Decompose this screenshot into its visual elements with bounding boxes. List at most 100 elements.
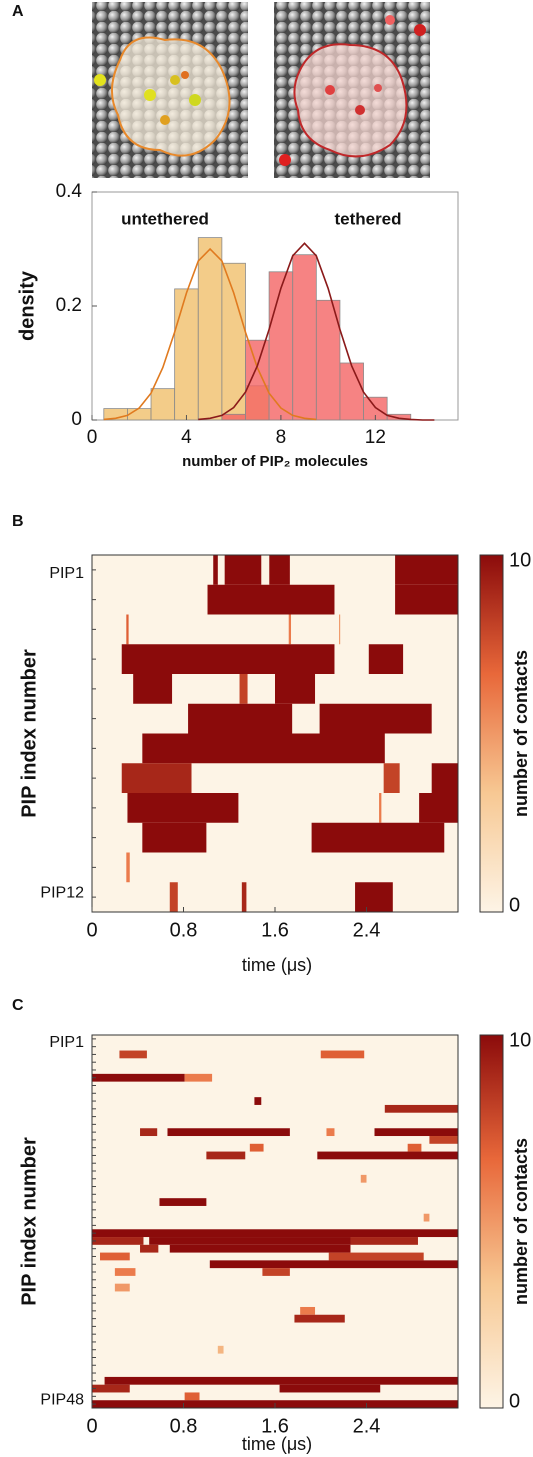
series-label: untethered: [121, 209, 209, 228]
heatmap-cell: [142, 733, 385, 764]
heatmap-cell: [328, 1252, 424, 1261]
heatmap-cell: [184, 1392, 200, 1401]
heatmap-cell: [207, 584, 335, 615]
x-tick-label: 0.8: [170, 1415, 198, 1437]
heatmap-cell: [140, 1244, 159, 1253]
heatmap-cell: [419, 793, 458, 823]
heatmap-cell: [92, 1229, 458, 1238]
y-tick-label: 0: [71, 409, 82, 430]
histogram-bar: [150, 388, 176, 421]
heatmap-cell: [100, 1252, 130, 1261]
y-tick-label: PIP12: [40, 884, 84, 901]
y-tick-label: PIP1: [49, 1034, 84, 1051]
heatmap-cell: [275, 674, 316, 704]
colorbar-tick-label: 10: [509, 549, 531, 571]
snapshot-tethered: [274, 2, 430, 178]
y-tick-label: PIP48: [40, 1391, 84, 1408]
heatmap-cell: [169, 1244, 351, 1253]
heatmap-cell: [339, 614, 341, 645]
heatmap-cell: [92, 1237, 144, 1245]
y-axis-label: PIP index number: [18, 1137, 40, 1306]
heatmap-cell: [300, 1306, 316, 1315]
heatmap-cell: [121, 763, 192, 793]
x-tick-label: 1.6: [261, 919, 289, 941]
x-tick-label: 1.6: [261, 1415, 289, 1437]
colorbar-tick-label: 0: [509, 894, 520, 916]
heatmap-cell: [288, 614, 292, 645]
heatmap-cell: [249, 1143, 264, 1152]
series-label: tethered: [334, 209, 401, 228]
heatmap-cell: [121, 644, 335, 674]
fit-curve: [103, 247, 317, 421]
heatmap-cell: [311, 822, 445, 853]
x-tick-label: 0: [86, 1415, 97, 1437]
heatmap-cell: [149, 1237, 351, 1245]
x-tick-label: 0: [87, 427, 98, 448]
colorbar: [479, 554, 504, 913]
x-axis-label: time (μs): [242, 955, 312, 975]
heatmap-cell: [431, 763, 458, 793]
histogram-bar: [127, 408, 152, 421]
colorbar: [479, 1034, 504, 1409]
heatmap-cell: [184, 1073, 213, 1082]
heatmap-cell: [241, 882, 247, 912]
x-tick-label: 8: [276, 427, 287, 448]
heatmap-cell: [395, 555, 458, 585]
x-tick-label: 12: [365, 427, 386, 448]
heatmap-cell: [279, 1384, 381, 1393]
heatmap-cell: [317, 1151, 458, 1160]
heatmap-cell: [119, 1050, 147, 1059]
histogram-bar: [339, 362, 364, 421]
colorbar-tick-label: 0: [509, 1390, 520, 1412]
heatmap-cell: [224, 555, 262, 585]
y-tick-label: 0.2: [56, 295, 82, 316]
heatmap-cell: [142, 822, 207, 853]
heatmap-cell: [262, 1268, 290, 1276]
heatmap-cell: [92, 1073, 185, 1082]
heatmap-cell: [384, 1104, 458, 1113]
heatmap-cell: [355, 882, 393, 912]
heatmap-cell: [379, 793, 382, 823]
y-tick-label: PIP1: [49, 565, 84, 582]
heatmap-cell: [350, 1237, 418, 1245]
colorbar-label: number of contacts: [511, 1138, 531, 1305]
y-axis-label: PIP index number: [18, 649, 40, 818]
x-tick-label: 0.8: [170, 919, 198, 941]
x-axis-label: number of PIP₂ molecules: [182, 453, 368, 470]
x-axis-label: time (μs): [242, 1434, 312, 1454]
x-tick-label: 4: [181, 427, 192, 448]
heatmap-background: [92, 1035, 458, 1408]
histogram-bar: [245, 339, 270, 421]
heatmap-cell: [368, 644, 404, 674]
x-tick-label: 2.4: [353, 1415, 381, 1437]
heatmap-cell: [374, 1128, 458, 1137]
histogram-bar: [386, 413, 412, 421]
fit-curve: [198, 242, 435, 421]
histogram-bar: [292, 254, 317, 421]
heatmap-cell: [92, 1384, 130, 1393]
heatmap-cell: [169, 882, 178, 912]
heatmap-cell: [114, 1268, 136, 1276]
heatmap-cell: [209, 1260, 458, 1269]
heatmap-cell: [206, 1151, 246, 1160]
colorbar-tick-label: 10: [509, 1029, 531, 1051]
histogram-bar: [221, 413, 246, 421]
heatmap-cell: [188, 703, 293, 734]
heatmap-cell: [159, 1198, 207, 1206]
heatmap-cell: [126, 852, 130, 883]
heatmap-cell: [239, 674, 248, 704]
heatmap-cell: [383, 763, 400, 793]
heatmap-cell: [423, 1213, 430, 1222]
panel-letter: B: [12, 513, 24, 530]
panel-letter: A: [12, 3, 24, 20]
heatmap-cell: [254, 1097, 262, 1105]
heatmap-cell: [360, 1174, 367, 1183]
heatmap-cell: [127, 793, 239, 823]
snapshot-untethered: [92, 2, 248, 178]
heatmap-cell: [114, 1283, 130, 1292]
heatmap-cell: [167, 1128, 290, 1137]
histogram-bar: [315, 299, 341, 421]
histogram-bar: [197, 237, 223, 421]
